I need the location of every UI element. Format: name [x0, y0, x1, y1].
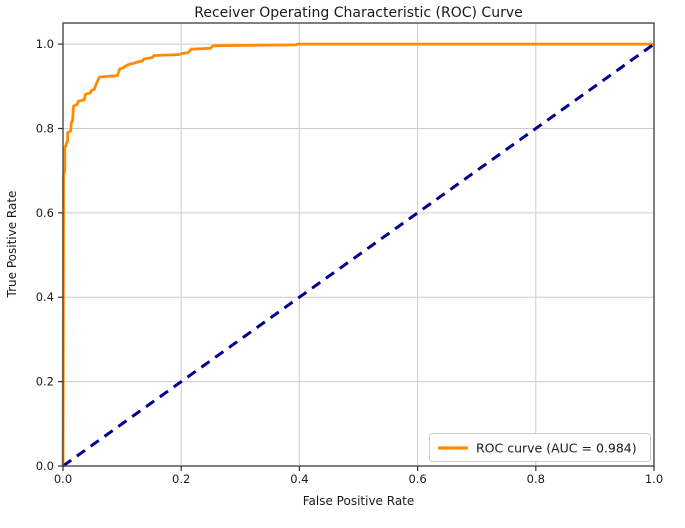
chart-title: Receiver Operating Characteristic (ROC) …: [194, 5, 523, 21]
y-axis-label: True Positive Rate: [5, 191, 19, 299]
gridlines: [62, 23, 655, 467]
series-layer: [61, 42, 655, 468]
legend-box: [429, 433, 651, 462]
x-tick-label: 0.2: [172, 472, 190, 486]
y-tick-label: 0.4: [36, 290, 54, 304]
y-tick-label: 0.8: [36, 121, 54, 135]
roc-curve-line: [61, 42, 654, 467]
x-tick-label: 0.0: [54, 472, 72, 486]
chance-diagonal-line: [62, 42, 655, 468]
y-tick-label: 0.2: [36, 375, 54, 389]
x-tick-label: 0.4: [290, 472, 308, 486]
x-tick-label: 0.8: [527, 472, 545, 486]
legend-label: ROC curve (AUC = 0.984): [476, 441, 637, 456]
y-tick-label: 0.6: [36, 206, 54, 220]
x-tick-label: 1.0: [645, 472, 663, 486]
y-tick-label: 1.0: [36, 37, 54, 51]
x-axis-label: False Positive Rate: [303, 494, 415, 508]
plot-border: [62, 22, 655, 467]
y-tick-label: 0.0: [36, 459, 54, 473]
x-tick-label: 0.6: [408, 472, 426, 486]
legend: ROC curve (AUC = 0.984): [429, 433, 651, 462]
axis-ticks: 0.0 0.2 0.4 0.6 0.8 1.0 0.0 0.2 0.4 0.6 0.8 1.0: [36, 37, 663, 486]
